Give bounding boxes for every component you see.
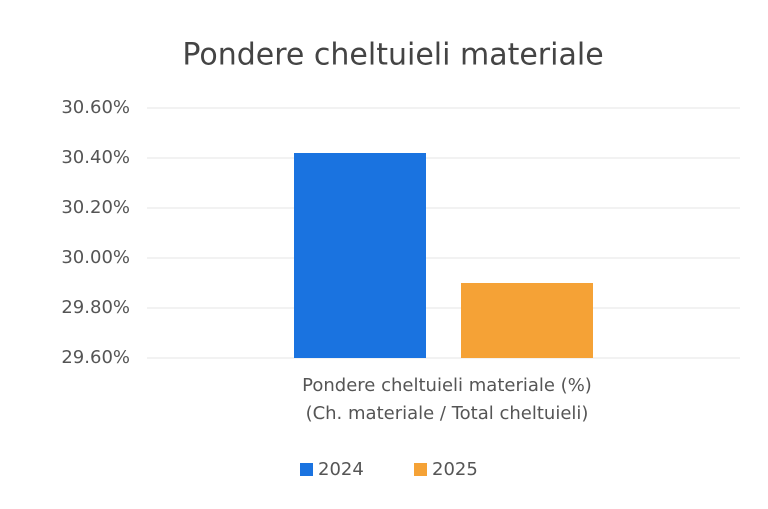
y-tick-label: 30.00% <box>61 247 130 268</box>
x-tick-label: Pondere cheltuieli materiale (%) (Ch. ma… <box>302 375 592 424</box>
legend-label: 2025 <box>432 459 478 480</box>
legend-label: 2024 <box>318 459 364 480</box>
bar <box>461 283 593 358</box>
y-tick-label: 29.60% <box>61 347 130 368</box>
y-tick-label: 30.40% <box>61 147 130 168</box>
y-tick-label: 30.20% <box>61 197 130 218</box>
legend-swatch <box>300 463 313 476</box>
bar <box>294 153 426 358</box>
legend-swatch <box>414 463 427 476</box>
chart-title: Pondere cheltuieli materiale <box>182 38 603 73</box>
y-tick-label: 29.80% <box>61 297 130 318</box>
y-tick-label: 30.60% <box>61 97 130 118</box>
